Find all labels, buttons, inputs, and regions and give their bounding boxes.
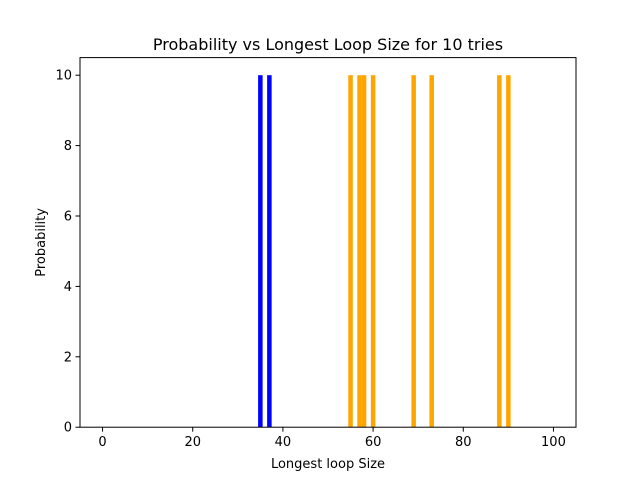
y-tick-label: 8 bbox=[64, 139, 72, 154]
x-tick-label: 40 bbox=[275, 435, 292, 450]
bar-5 bbox=[370, 75, 376, 428]
bar-0 bbox=[258, 75, 263, 428]
x-axis-label: Longest loop Size bbox=[271, 457, 385, 472]
x-tick-label: 0 bbox=[98, 435, 106, 450]
x-tick-label: 80 bbox=[455, 435, 472, 450]
chart-title: Probability vs Longest Loop Size for 10 … bbox=[153, 35, 503, 54]
bar-2 bbox=[348, 75, 353, 428]
y-axis-label: Probability bbox=[34, 208, 49, 277]
bar-1 bbox=[267, 75, 272, 428]
bar-8 bbox=[497, 75, 502, 428]
bar-6 bbox=[411, 75, 416, 428]
y-tick-label: 2 bbox=[64, 350, 72, 365]
y-tick-label: 6 bbox=[64, 210, 72, 225]
bar-4 bbox=[361, 75, 367, 428]
plot-frame bbox=[79, 57, 577, 428]
y-tick-label: 0 bbox=[64, 421, 72, 436]
ticks-group: 0 20 40 60 80 100 0 2 4 6 8 10 bbox=[55, 69, 565, 451]
y-tick-label: 4 bbox=[64, 280, 72, 295]
y-tick-label: 10 bbox=[55, 69, 72, 84]
x-tick-label: 20 bbox=[184, 435, 201, 450]
bars-group bbox=[258, 75, 511, 428]
bar-3 bbox=[357, 75, 362, 428]
x-tick-label: 60 bbox=[365, 435, 382, 450]
x-tick-label: 100 bbox=[541, 435, 566, 450]
bar-9 bbox=[506, 75, 511, 428]
bar-7 bbox=[429, 75, 434, 428]
